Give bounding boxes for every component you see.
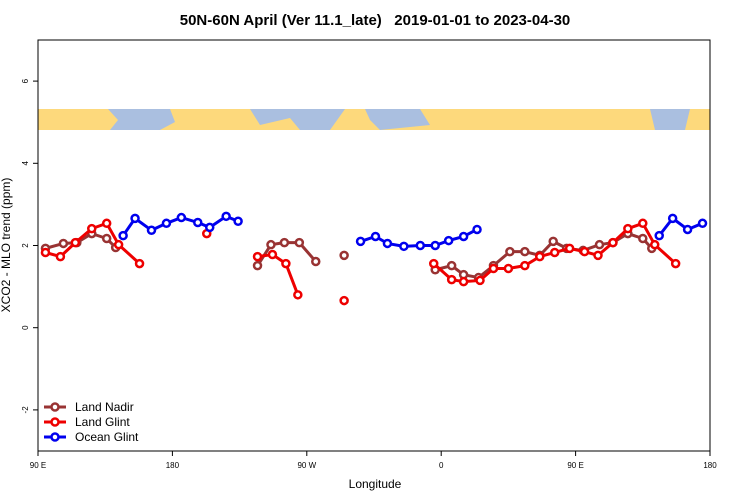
- data-point: [281, 258, 291, 269]
- data-point: [505, 246, 515, 257]
- x-axis-label: Longitude: [349, 477, 402, 491]
- data-point: [266, 239, 276, 250]
- data-point: [87, 223, 97, 234]
- data-point: [58, 238, 69, 249]
- data-point: [40, 247, 51, 258]
- data-point: [382, 238, 393, 249]
- data-point: [654, 230, 664, 241]
- data-point: [113, 239, 124, 250]
- data-point: [399, 241, 409, 252]
- data-point: [339, 250, 349, 261]
- data-point: [549, 247, 560, 258]
- data-point: [697, 218, 708, 229]
- data-point: [221, 211, 231, 222]
- data-point: [623, 223, 633, 234]
- data-point: [579, 246, 590, 257]
- legend-label: Ocean Glint: [75, 430, 139, 444]
- data-point: [520, 260, 530, 271]
- y-tick-label: 2: [21, 243, 30, 248]
- data-point: [101, 218, 112, 229]
- data-point: [118, 230, 128, 241]
- legend-marker: [50, 402, 60, 412]
- data-point: [458, 231, 469, 242]
- data-point: [130, 213, 140, 224]
- data-point: [55, 251, 66, 262]
- map-ocean: [108, 109, 690, 130]
- data-point: [294, 237, 305, 248]
- x-tick-label: 90 E: [567, 461, 583, 470]
- data-point: [370, 231, 381, 242]
- data-point: [339, 295, 349, 306]
- y-tick-label: 6: [21, 78, 30, 83]
- y-axis-label: XCO2 - MLO trend (ppm): [0, 178, 13, 313]
- data-point: [670, 258, 681, 269]
- data-point: [649, 239, 660, 250]
- data-point: [415, 240, 426, 251]
- x-tick-label: 180: [166, 461, 180, 470]
- data-point: [101, 233, 112, 244]
- data-point: [430, 240, 440, 251]
- legend-label: Land Nadir: [75, 400, 134, 414]
- data-point: [176, 212, 187, 223]
- data-point: [520, 246, 530, 257]
- legend-marker: [50, 432, 60, 442]
- data-point: [443, 235, 454, 246]
- x-tick-label: 90 E: [30, 461, 46, 470]
- data-point: [667, 213, 678, 224]
- x-tick-label: 90 W: [297, 461, 316, 470]
- y-tick-label: 4: [21, 161, 30, 166]
- data-point: [608, 237, 618, 248]
- data-point: [564, 243, 575, 254]
- data-point: [355, 236, 366, 247]
- data-point: [472, 224, 482, 235]
- data-point: [458, 276, 469, 287]
- data-point: [252, 260, 263, 271]
- data-point: [204, 222, 215, 233]
- data-point: [70, 237, 81, 248]
- data-point: [134, 258, 145, 269]
- data-point: [535, 251, 545, 262]
- legend-marker: [50, 417, 60, 427]
- map-band: [38, 109, 710, 130]
- x-tick-label: 180: [703, 461, 717, 470]
- data-point: [446, 274, 457, 285]
- data-point: [279, 237, 290, 248]
- data-point: [548, 236, 558, 247]
- data-point: [428, 258, 439, 269]
- data-point: [638, 218, 648, 229]
- data-point: [293, 290, 303, 300]
- legend-label: Land Glint: [75, 415, 130, 429]
- data-point: [503, 263, 514, 274]
- data-point: [252, 251, 263, 262]
- data-point: [146, 225, 157, 236]
- data-point: [446, 260, 457, 271]
- data-point: [233, 216, 243, 227]
- data-point: [267, 249, 278, 260]
- x-tick-label: 0: [439, 461, 444, 470]
- data-point: [475, 275, 485, 286]
- data-point: [593, 250, 603, 261]
- data-point: [682, 224, 693, 235]
- y-tick-label: -2: [21, 406, 30, 414]
- data-point: [638, 233, 648, 244]
- data-point: [488, 263, 499, 274]
- data-point: [311, 256, 321, 267]
- chart-title: 50N-60N April (Ver 11.1_late) 2019-01-01…: [180, 12, 571, 29]
- data-point: [594, 239, 605, 250]
- data-point: [161, 218, 172, 229]
- data-point: [193, 217, 203, 228]
- y-tick-label: 0: [21, 325, 30, 330]
